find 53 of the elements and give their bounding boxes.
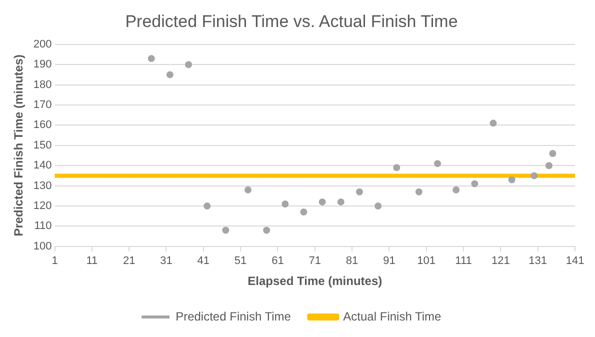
y-tick-label: 110 (34, 220, 52, 232)
legend-label: Actual Finish Time (343, 309, 442, 324)
x-tick-label: 31 (160, 255, 172, 268)
chart-title: Predicted Finish Time vs. Actual Finish Time (125, 12, 458, 31)
point (300, 208, 308, 216)
y-tick-label: 140 (33, 160, 52, 172)
point (148, 55, 155, 62)
x-tick-label: 1 (52, 255, 58, 268)
point (434, 160, 442, 168)
point (393, 164, 400, 172)
point (185, 61, 192, 68)
x-tick-label: 71 (308, 255, 321, 268)
x-tick-label: 41 (197, 255, 210, 268)
x-tick-label: 11 (86, 255, 98, 268)
x-tick-label: 101 (417, 255, 436, 268)
point (415, 188, 422, 196)
point (222, 226, 230, 234)
y-tick-label: 150 (33, 139, 52, 152)
y-tick-label: 200 (33, 38, 52, 50)
point (452, 186, 460, 194)
x-tick-label: 81 (346, 255, 358, 268)
point (471, 180, 478, 188)
x-tick-label: 91 (383, 255, 396, 268)
point (244, 186, 252, 194)
x-tick-label: 121 (492, 255, 510, 268)
point (263, 226, 270, 234)
point (282, 200, 289, 208)
point (318, 198, 326, 206)
y-axis-title: Predicted Finish Time (minutes) (12, 54, 26, 236)
x-axis-title: Elapsed Time (minutes) (248, 274, 382, 288)
point (204, 202, 211, 210)
x-tick-label: 111 (455, 255, 472, 268)
x-tick-label: 61 (272, 255, 284, 268)
y-tick-label: 130 (33, 180, 52, 192)
y-tick-label: 160 (33, 119, 52, 132)
point (549, 150, 556, 157)
point (356, 188, 363, 196)
y-tick-label: 100 (33, 240, 52, 252)
point (337, 198, 344, 206)
legend-label: Predicted Finish Time (176, 309, 292, 324)
x-tick-label: 131 (528, 255, 548, 268)
x-tick-label: 141 (566, 255, 584, 268)
x-tick-label: 21 (122, 255, 136, 268)
x-tick-label: 51 (234, 255, 247, 268)
point (374, 202, 382, 210)
point (545, 162, 552, 170)
y-tick-label: 190 (33, 58, 52, 71)
y-tick-label: 180 (33, 78, 52, 91)
point (508, 176, 516, 184)
y-tick-label: 170 (33, 99, 52, 112)
point (490, 120, 497, 127)
point (166, 71, 174, 78)
y-tick-label: 120 (33, 200, 52, 212)
